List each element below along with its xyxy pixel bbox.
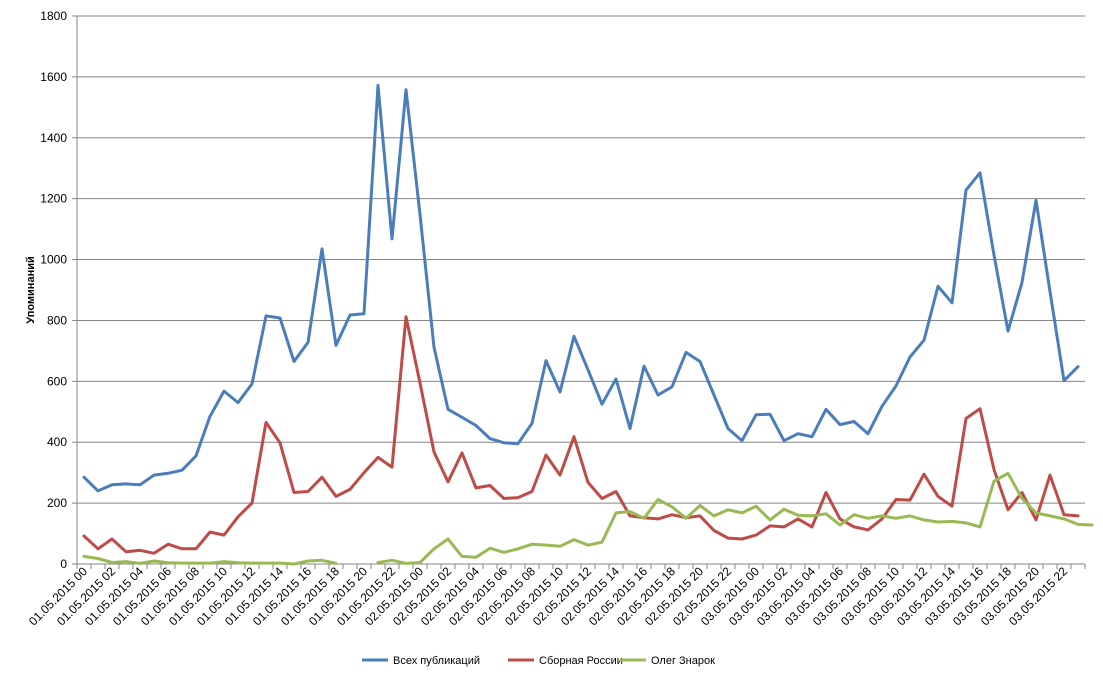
y-tick-label: 0 (60, 557, 67, 571)
y-tick-label: 1400 (40, 131, 67, 145)
legend-label: Всех публикаций (393, 655, 480, 667)
legend: Всех публикаций Сборная России Олег Знарок (362, 655, 715, 667)
series-line (82, 315, 1080, 555)
y-tick-label: 1600 (40, 70, 67, 84)
series-line (82, 554, 338, 566)
legend-label: Сборная России (539, 655, 623, 667)
y-tick-label: 1200 (40, 192, 67, 206)
series-line (82, 83, 1080, 493)
legend-label: Олег Знарок (651, 655, 715, 667)
y-axis-label: Упоминаний (25, 256, 37, 323)
y-tick-label: 1000 (40, 253, 67, 267)
y-tick-label: 800 (47, 313, 67, 327)
series-line (376, 471, 1094, 565)
y-tick-label: 1800 (40, 9, 67, 23)
y-tick-label: 600 (47, 374, 67, 388)
y-tick-labels: 0 200 400 600 800 1000 1200 1400 1600 1800 (40, 9, 67, 571)
y-tick-label: 200 (47, 496, 67, 510)
series-lines (82, 83, 1094, 566)
y-tick-label: 400 (47, 435, 67, 449)
gridlines (77, 15, 1085, 504)
